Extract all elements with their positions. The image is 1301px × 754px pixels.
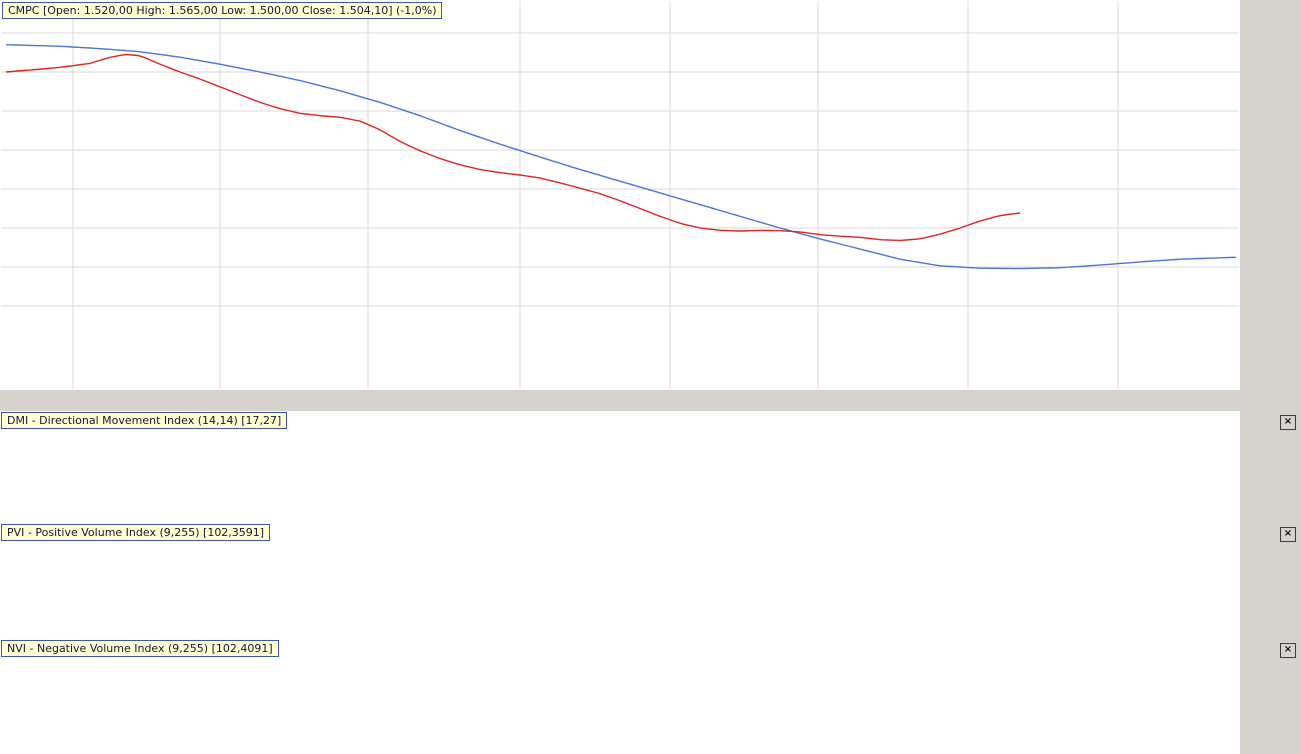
nvi-indicator-header[interactable]: NVI - Negative Volume Index (9,255) [102… xyxy=(1,640,279,657)
price-chart-plot[interactable] xyxy=(0,0,1240,390)
close-nvi-button[interactable]: × xyxy=(1280,643,1296,658)
fast-moving-average-line xyxy=(6,55,1020,241)
close-pvi-button[interactable]: × xyxy=(1280,527,1296,542)
time-axis xyxy=(0,390,1301,411)
charting-application: CMPC [Open: 1.520,00 High: 1.565,00 Low:… xyxy=(0,0,1301,754)
close-dmi-button[interactable]: × xyxy=(1280,415,1296,430)
pvi-indicator-header[interactable]: PVI - Positive Volume Index (9,255) [102… xyxy=(1,524,270,541)
slow-moving-average-line xyxy=(6,45,1236,269)
price-y-axis xyxy=(1240,0,1301,390)
symbol-ohlc-header[interactable]: CMPC [Open: 1.520,00 High: 1.565,00 Low:… xyxy=(2,2,442,19)
dmi-indicator-header[interactable]: DMI - Directional Movement Index (14,14)… xyxy=(1,412,287,429)
